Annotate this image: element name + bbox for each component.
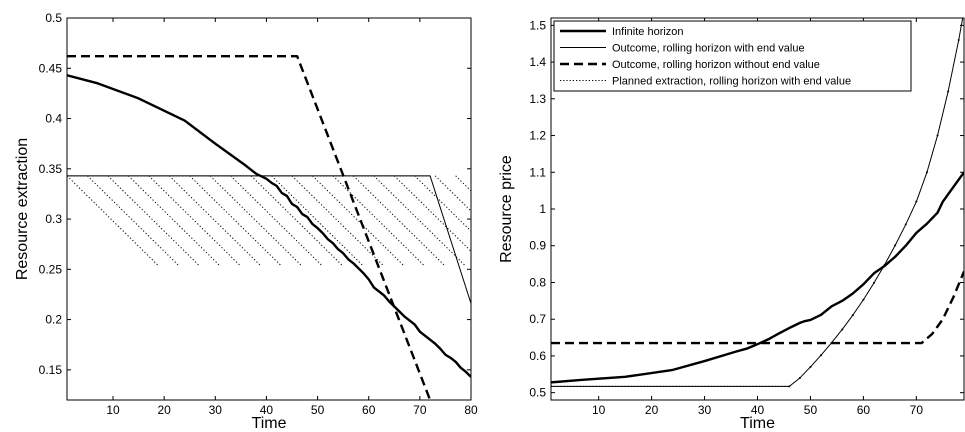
x-tick-label: 70	[910, 403, 924, 417]
price-series-1-point-17	[957, 39, 960, 42]
legend-label-3: Planned extraction, rolling horizon with…	[612, 76, 851, 88]
price-chart: 10 20 30 40 50 60 70 0.5 0.6 0.7 0.8 0.9 1 1.1 1.2 1.3 1…	[498, 17, 965, 432]
extraction-series-group	[67, 55, 471, 400]
legend-label-1: Outcome, rolling horizon with end value	[612, 43, 805, 55]
price-series-1-point-10	[883, 263, 886, 266]
planned-path-19	[455, 175, 471, 192]
price-series-1-point-2	[798, 376, 801, 379]
price-series-1-point-7	[851, 314, 854, 317]
x-tick-label: 50	[804, 403, 818, 417]
price-series-1-point-12	[904, 223, 907, 226]
y-tick-label: 0.15	[39, 363, 63, 377]
legend-box	[553, 20, 912, 92]
x-tick-label: 60	[857, 403, 871, 417]
extraction-axes: 10 20 30 40 50 60 70 80 0.15 0.2 0.25 0.3 0.35 0.4 0.4…	[39, 11, 478, 417]
planned-path-17	[414, 175, 471, 232]
legend-label-2: Outcome, rolling horizon without end val…	[612, 59, 820, 71]
extraction-plot-area	[67, 55, 471, 400]
y-tick-label: 0.2	[45, 313, 62, 327]
price-axes: 10 20 30 40 50 60 70 0.5 0.6 0.7 0.8 0.9 1 1.1 1.2 1.3 1…	[529, 18, 964, 417]
y-tick-label: 1	[539, 202, 546, 216]
planned-path-0	[67, 175, 160, 267]
price-series-1-point-16	[947, 90, 950, 93]
price-series-0	[551, 171, 964, 384]
planned-path-2	[107, 175, 201, 267]
price-series-1-point-13	[915, 200, 918, 203]
x-tick-label: 70	[413, 403, 427, 417]
x-tick-label: 40	[751, 403, 765, 417]
y-tick-label: 0.4	[45, 112, 62, 126]
planned-path-12	[312, 175, 405, 267]
planned-path-8	[230, 175, 324, 267]
y-tick-label: 1.2	[529, 129, 546, 143]
x-tick-label: 80	[464, 403, 478, 417]
y-tick-label: 1.1	[529, 165, 546, 179]
x-tick-label: 60	[362, 403, 376, 417]
price-series-1-point-8	[862, 298, 865, 301]
planned-path-10	[271, 175, 364, 267]
extraction-chart: 10 20 30 40 50 60 70 80 0.15 0.2 0.25 0.3 0.35 0.4 0.4…	[14, 11, 478, 432]
y-tick-label: 1.4	[529, 55, 546, 69]
y-tick-label: 1.5	[529, 18, 546, 32]
y-tick-label: 0.5	[529, 386, 546, 400]
price-x-axis-label: Time	[740, 415, 775, 432]
x-tick-label: 10	[106, 403, 120, 417]
planned-path-13	[332, 175, 426, 267]
y-tick-label: 0.7	[529, 312, 546, 326]
y-tick-label: 0.3	[45, 212, 62, 226]
planned-path-7	[209, 175, 303, 267]
extraction-series-1	[67, 175, 471, 304]
price-series-1-point-15	[936, 134, 939, 137]
x-tick-label: 20	[157, 403, 171, 417]
y-tick-label: 0.25	[39, 262, 63, 276]
planned-path-16	[393, 175, 471, 252]
y-tick-label: 0.6	[529, 349, 546, 363]
extraction-plot-frame	[66, 17, 472, 401]
planned-path-6	[189, 175, 283, 267]
extraction-y-axis-label: Resource extraction	[14, 138, 31, 280]
planned-path-11	[291, 175, 385, 267]
price-series-1-point-9	[872, 281, 875, 284]
price-series-group	[551, 18, 964, 388]
y-tick-label: 0.9	[529, 239, 546, 253]
price-series-1-point-4	[820, 354, 823, 357]
price-legend: Infinite horizon Outcome, rolling horizon…	[553, 20, 912, 92]
price-series-1-point-6	[841, 328, 844, 331]
planned-path-5	[168, 175, 262, 267]
planned-path-1	[87, 175, 180, 267]
y-tick-label: 0.35	[39, 162, 63, 176]
x-tick-label: 20	[645, 403, 659, 417]
extraction-x-axis-label: Time	[252, 415, 287, 432]
planned-path-9	[250, 175, 344, 267]
x-tick-label: 10	[592, 403, 606, 417]
x-tick-label: 50	[311, 403, 325, 417]
planned-path-18	[434, 175, 471, 212]
price-y-axis-label: Resource price	[498, 155, 515, 263]
extraction-series-0	[67, 74, 471, 378]
x-tick-label: 40	[260, 403, 274, 417]
y-tick-label: 0.5	[45, 11, 62, 25]
y-tick-label: 1.3	[529, 92, 546, 106]
extraction-series-2	[67, 55, 432, 400]
planned-path-15	[373, 175, 467, 267]
planned-path-14	[353, 175, 446, 267]
legend-label-0: Infinite horizon	[612, 26, 684, 38]
price-series-1-point-14	[925, 171, 928, 174]
planned-path-3	[128, 175, 221, 267]
price-series-1-point-11	[894, 244, 897, 247]
planned-path-4	[148, 175, 242, 267]
y-tick-label: 0.45	[39, 61, 63, 75]
price-plot-area	[551, 18, 964, 388]
y-tick-label: 0.8	[529, 275, 546, 289]
price-series-2	[551, 270, 964, 345]
x-tick-label: 30	[209, 403, 223, 417]
price-series-1-point-3	[809, 365, 812, 368]
x-tick-label: 30	[698, 403, 712, 417]
